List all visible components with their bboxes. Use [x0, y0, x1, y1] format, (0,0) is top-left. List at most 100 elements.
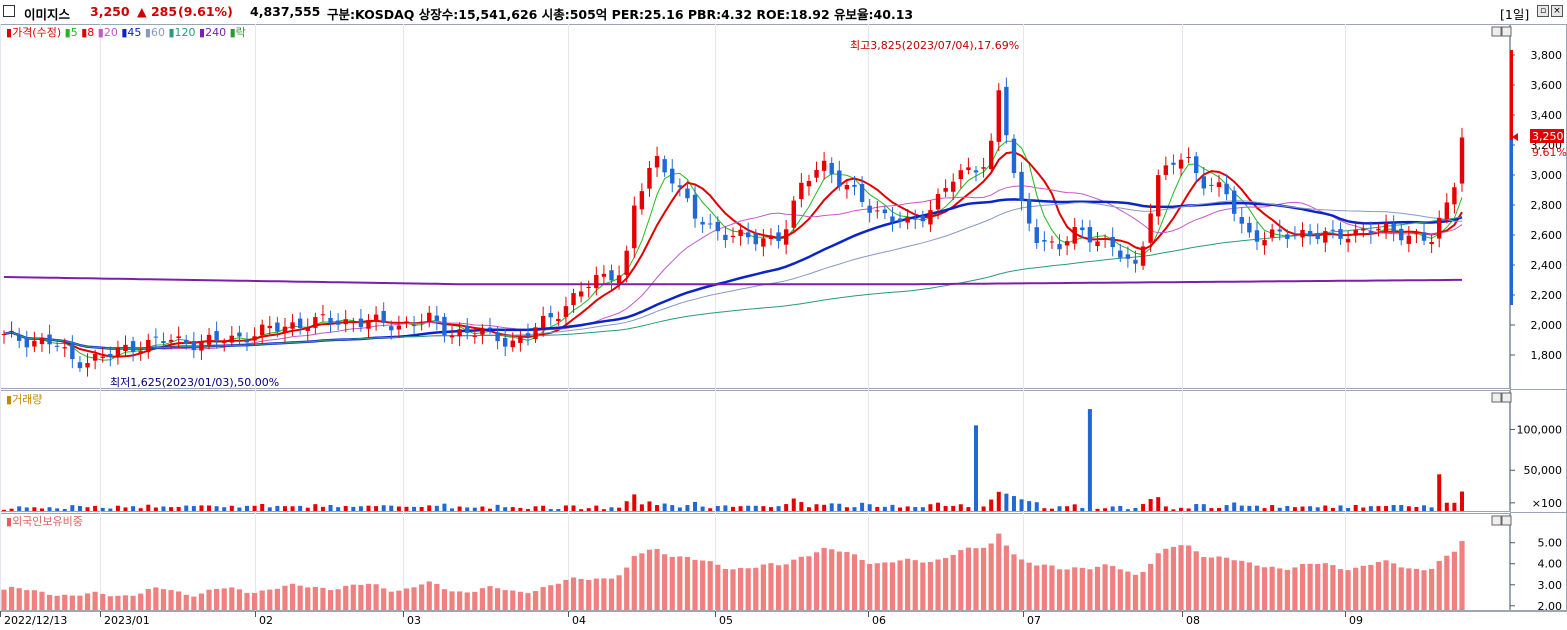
candle-body [913, 218, 918, 220]
volume-bar [700, 506, 705, 511]
minimize-icon[interactable] [1491, 26, 1502, 37]
candle-body [768, 235, 774, 240]
foreign-ratio-bar [1163, 548, 1169, 610]
candle-body [1072, 227, 1077, 244]
foreign-ratio-bar [1375, 561, 1382, 610]
candle-body [609, 270, 614, 281]
volume-bar [488, 508, 492, 511]
candle-body [837, 170, 842, 187]
candle-body [184, 340, 189, 345]
candle-body [1269, 229, 1275, 238]
volume-bar [9, 508, 14, 511]
foreign-ratio-bar [381, 588, 387, 610]
candle-body [852, 185, 857, 187]
foreign-ratio-bar [457, 591, 463, 610]
foreign-ratio-bar [624, 567, 630, 610]
volume-bar [442, 503, 447, 511]
candle-body [1383, 223, 1389, 232]
foreign-ratio-bar [958, 550, 964, 610]
candle-body [366, 320, 371, 329]
candle-body [335, 320, 341, 325]
candle-body [275, 322, 280, 332]
foreign-ratio-bar [927, 561, 934, 610]
volume-bar [1399, 505, 1404, 511]
price-tick-label: 2,600 [1531, 229, 1563, 242]
candle-body [616, 275, 622, 284]
candle-body [670, 168, 675, 184]
candle-body [510, 340, 515, 348]
foreign-ratio-bar [206, 589, 212, 610]
minimize-icon[interactable] [1491, 515, 1502, 526]
volume-bar [594, 505, 599, 511]
volume-bar [996, 491, 1001, 511]
close-icon[interactable] [1501, 392, 1512, 403]
volume-bar [282, 506, 287, 511]
close-icon[interactable] [1501, 515, 1512, 526]
foreign-ratio-bar [1011, 554, 1017, 610]
foreign-ratio-bar [1406, 568, 1412, 610]
x-tick-label: 06 [872, 614, 886, 627]
candle-body [1315, 233, 1320, 240]
restore-icon[interactable]: ▫ [1537, 5, 1549, 17]
volume-bar [1414, 506, 1419, 511]
foreign-ratio-bar [411, 587, 417, 610]
foreign-ratio-bar [1284, 569, 1290, 610]
volume-panel-buttons[interactable] [1491, 392, 1512, 403]
candle-body [153, 336, 159, 338]
price-panel-buttons[interactable] [1491, 26, 1512, 37]
candle-body [571, 293, 576, 306]
close-icon[interactable] [1501, 26, 1512, 37]
close-icon[interactable]: × [1551, 5, 1563, 17]
foreign-ratio-bar [1421, 570, 1427, 610]
candle-body [806, 180, 812, 187]
candle-body [16, 334, 22, 341]
volume-bar [1323, 505, 1328, 511]
stock-info: 구분:KOSDAQ 상장수:15,541,626 시총:505억 PER:25.… [327, 7, 914, 22]
minimize-icon[interactable] [1491, 392, 1502, 403]
volume-bar [1376, 506, 1381, 511]
foreign-ratio-bar [730, 569, 736, 610]
volume-bar [1292, 507, 1297, 511]
volume-bar [70, 505, 75, 511]
volume-bar [1338, 505, 1343, 511]
foreign-ratio-bar [214, 588, 220, 610]
foreign-ratio-bar [570, 577, 577, 610]
candle-body [859, 183, 865, 203]
volume-bar [738, 506, 743, 511]
candle-body [1361, 228, 1366, 231]
volume-bar [503, 507, 508, 511]
volume-bar [55, 508, 60, 511]
candle-body [632, 205, 637, 249]
x-tick-label: 03 [407, 614, 421, 627]
volume-bar [693, 501, 698, 511]
volume-bar [245, 505, 249, 511]
foreign-ratio-bar [836, 551, 842, 610]
foreign-ratio-bar [1413, 568, 1420, 610]
volume-bar [480, 506, 485, 511]
candle-body [730, 235, 736, 238]
candle-body [1156, 175, 1161, 217]
candle-body [799, 182, 804, 200]
period-button[interactable]: [1일] [1500, 7, 1530, 22]
candle-body [1277, 229, 1282, 232]
foreign-ratio-bar [487, 586, 493, 610]
foreign-ratio-bar [236, 589, 243, 610]
volume-bar [1148, 499, 1153, 511]
candle-body [951, 181, 956, 192]
foreign-panel-buttons[interactable] [1491, 515, 1512, 526]
stock-name[interactable]: 이미지스 [24, 7, 71, 22]
candle-body [358, 318, 364, 328]
foreign-ratio-bar [449, 591, 455, 610]
select-checkbox[interactable] [3, 5, 15, 17]
foreign-ratio-bar [282, 585, 288, 610]
candle-body [1391, 223, 1396, 232]
volume-bar [882, 506, 887, 511]
candle-body [935, 194, 941, 210]
volume-bar [1095, 508, 1100, 511]
foreign-ratio-bar [950, 554, 956, 610]
foreign-ratio-bar [1330, 565, 1336, 610]
candle-body [138, 351, 143, 354]
foreign-ratio-bar [251, 593, 258, 610]
foreign-ratio-bar [1277, 568, 1283, 610]
foreign-ratio-bar [1201, 557, 1207, 610]
